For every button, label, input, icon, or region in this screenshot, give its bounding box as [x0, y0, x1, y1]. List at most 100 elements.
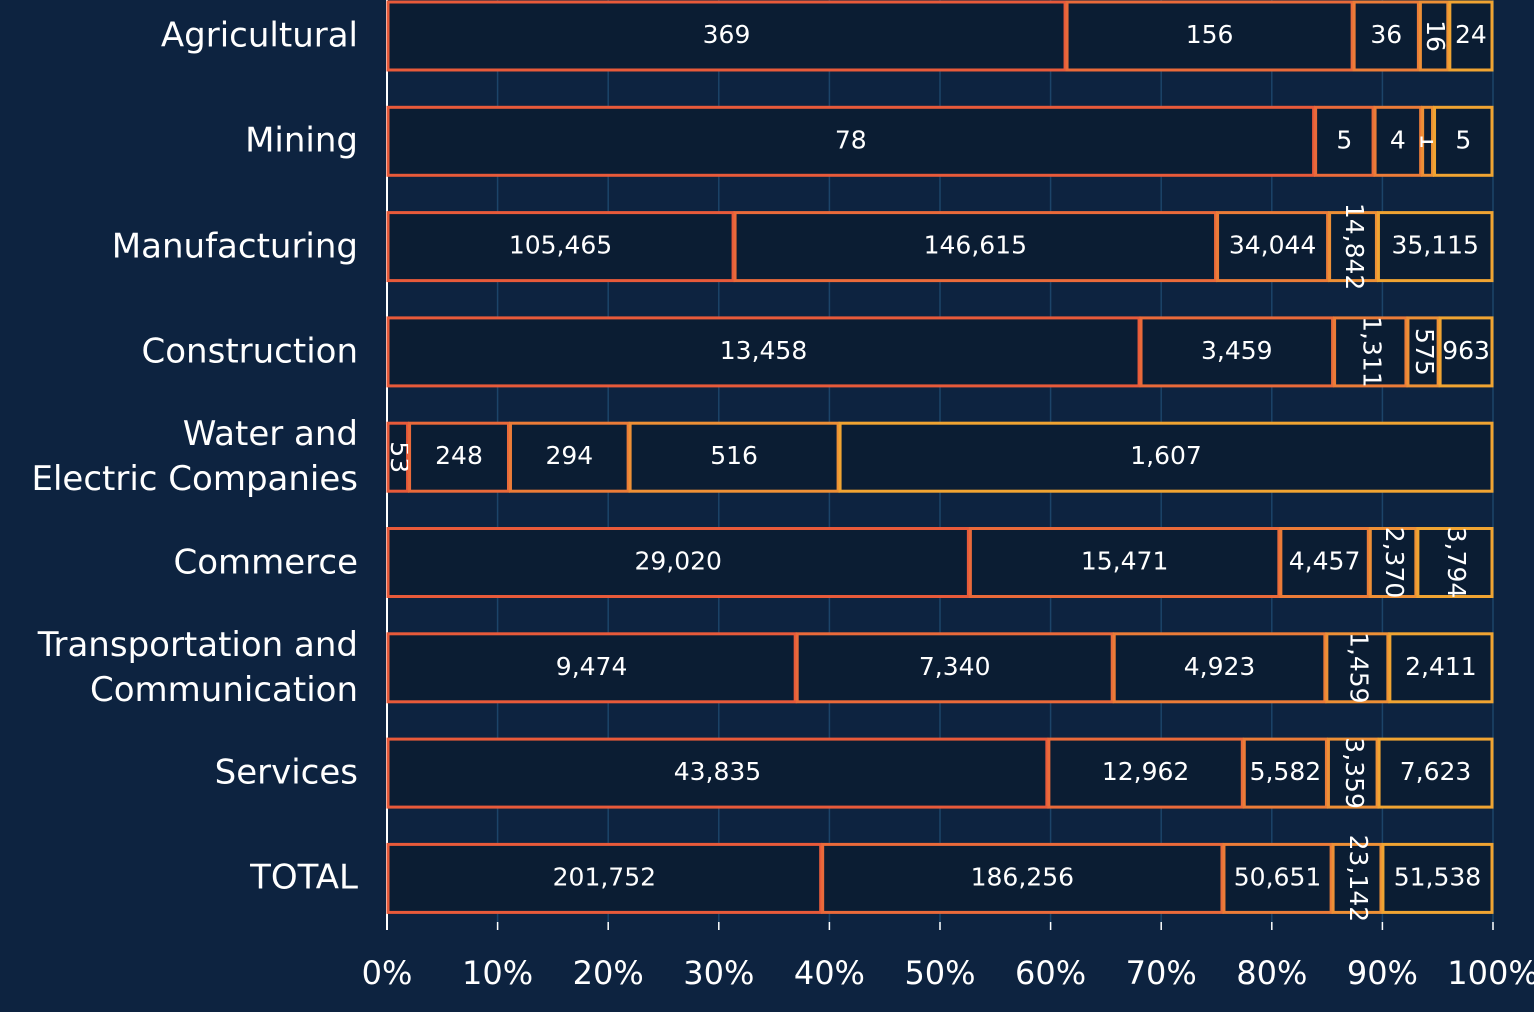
value-label: 78: [835, 125, 867, 154]
value-label: 963: [1442, 336, 1490, 365]
value-label: 3,359: [1340, 737, 1369, 809]
bar-segment: [386, 632, 797, 704]
x-tick-label: 60%: [1015, 954, 1086, 992]
x-tick-label: 70%: [1126, 954, 1197, 992]
bar-segment: [1388, 632, 1494, 704]
bar-segment: [733, 211, 1218, 283]
value-label: 16: [1421, 20, 1450, 52]
value-label: 4,923: [1184, 652, 1256, 681]
x-tick-label: 30%: [683, 954, 754, 992]
value-label: 5: [1455, 125, 1471, 154]
bar-segment: [1406, 316, 1440, 388]
bar-segment: [1331, 842, 1383, 914]
value-label: 4,457: [1289, 547, 1361, 576]
value-label: 2,411: [1405, 652, 1477, 681]
bar-segment: [1433, 105, 1494, 177]
bar-segment: [1314, 105, 1375, 177]
bar-segment: [1373, 105, 1423, 177]
bar-segment: [1328, 211, 1378, 283]
value-label: 35,115: [1391, 231, 1478, 260]
bar-segment: [1418, 0, 1450, 72]
bar-segment: [386, 105, 1316, 177]
category-label: Water and Electric Companies: [31, 414, 358, 500]
bar-segment: [1448, 0, 1494, 72]
bar-segment: [1368, 527, 1418, 598]
value-label: 4: [1390, 125, 1406, 154]
bar-segment: [1421, 105, 1435, 177]
bar-segment: [1047, 737, 1244, 809]
x-tick-label: 100%: [1447, 954, 1534, 992]
value-label: 23,142: [1344, 835, 1373, 922]
category-label: Commerce: [173, 542, 358, 582]
bar-segment: [1216, 211, 1330, 283]
category-label: Mining: [245, 120, 358, 161]
bar-segment: [1333, 316, 1408, 388]
x-tick-label: 50%: [904, 954, 975, 992]
value-label: 50,651: [1234, 862, 1321, 891]
bar-segment: [1222, 842, 1333, 914]
value-label: 146,615: [924, 231, 1027, 260]
bar-segment: [795, 632, 1114, 704]
bar-segment: [386, 211, 735, 283]
category-label: TOTAL: [250, 857, 358, 898]
bar-segment: [1242, 737, 1328, 809]
category-label: Transportation and Communication: [37, 624, 358, 710]
bar-segment: [1112, 632, 1327, 704]
value-label: 186,256: [971, 862, 1074, 891]
category-label: Agricultural: [160, 15, 358, 56]
value-label: 7,340: [919, 652, 991, 681]
value-label: 7,623: [1400, 757, 1472, 786]
value-label: 3,794: [1442, 527, 1471, 599]
value-label: 156: [1186, 20, 1234, 49]
bar-segment: [386, 737, 1049, 809]
bar-segment: [1416, 527, 1494, 598]
value-label: 29,020: [634, 547, 721, 576]
value-label: 1,459: [1344, 632, 1373, 704]
bar-segment: [386, 842, 823, 914]
bar-segment: [408, 421, 510, 493]
bar-segment: [1376, 211, 1494, 283]
x-tick-label: 20%: [573, 954, 644, 992]
category-label: Manufacturing: [111, 226, 358, 267]
bar-segment: [838, 421, 1494, 493]
x-tick-label: 10%: [462, 954, 533, 992]
value-label: 369: [703, 20, 751, 49]
bar-segment: [508, 421, 630, 493]
value-label: 1,311: [1357, 316, 1386, 388]
bar-segment: [1438, 316, 1494, 388]
value-label: 3,459: [1201, 336, 1273, 365]
bar-segment: [628, 421, 840, 493]
value-label: 24: [1455, 20, 1487, 49]
bar-segment: [821, 842, 1224, 914]
value-label: 51,538: [1394, 862, 1481, 891]
value-label: 9,474: [556, 652, 628, 681]
bar-segment: [386, 527, 970, 598]
category-label: Construction: [141, 331, 358, 372]
bar-segment: [1381, 842, 1494, 914]
bar-segment: [386, 316, 1141, 388]
value-label: 201,752: [553, 862, 656, 891]
bar-segment: [1325, 632, 1390, 704]
bar-segment: [968, 527, 1281, 598]
x-tick-label: 0%: [362, 954, 413, 992]
value-label: 516: [710, 441, 758, 470]
value-label: 13,458: [720, 336, 807, 365]
value-label: 248: [435, 441, 483, 470]
bar-segment: [1352, 0, 1420, 72]
value-label: 1,607: [1130, 441, 1202, 470]
bar-segment: [1326, 737, 1379, 809]
value-label: 575: [1410, 328, 1439, 376]
value-label: 36: [1370, 20, 1402, 49]
bar-segment: [386, 0, 1067, 72]
x-tick-label: 80%: [1236, 954, 1307, 992]
category-label: Services: [214, 752, 358, 793]
bar-segment: [386, 421, 410, 493]
value-label: 43,835: [674, 757, 761, 786]
value-label: 5,582: [1250, 757, 1322, 786]
value-label: 105,465: [509, 231, 612, 260]
value-label: 14,842: [1340, 203, 1369, 290]
value-label: 2,370: [1380, 527, 1409, 599]
value-label: 34,044: [1229, 231, 1316, 260]
